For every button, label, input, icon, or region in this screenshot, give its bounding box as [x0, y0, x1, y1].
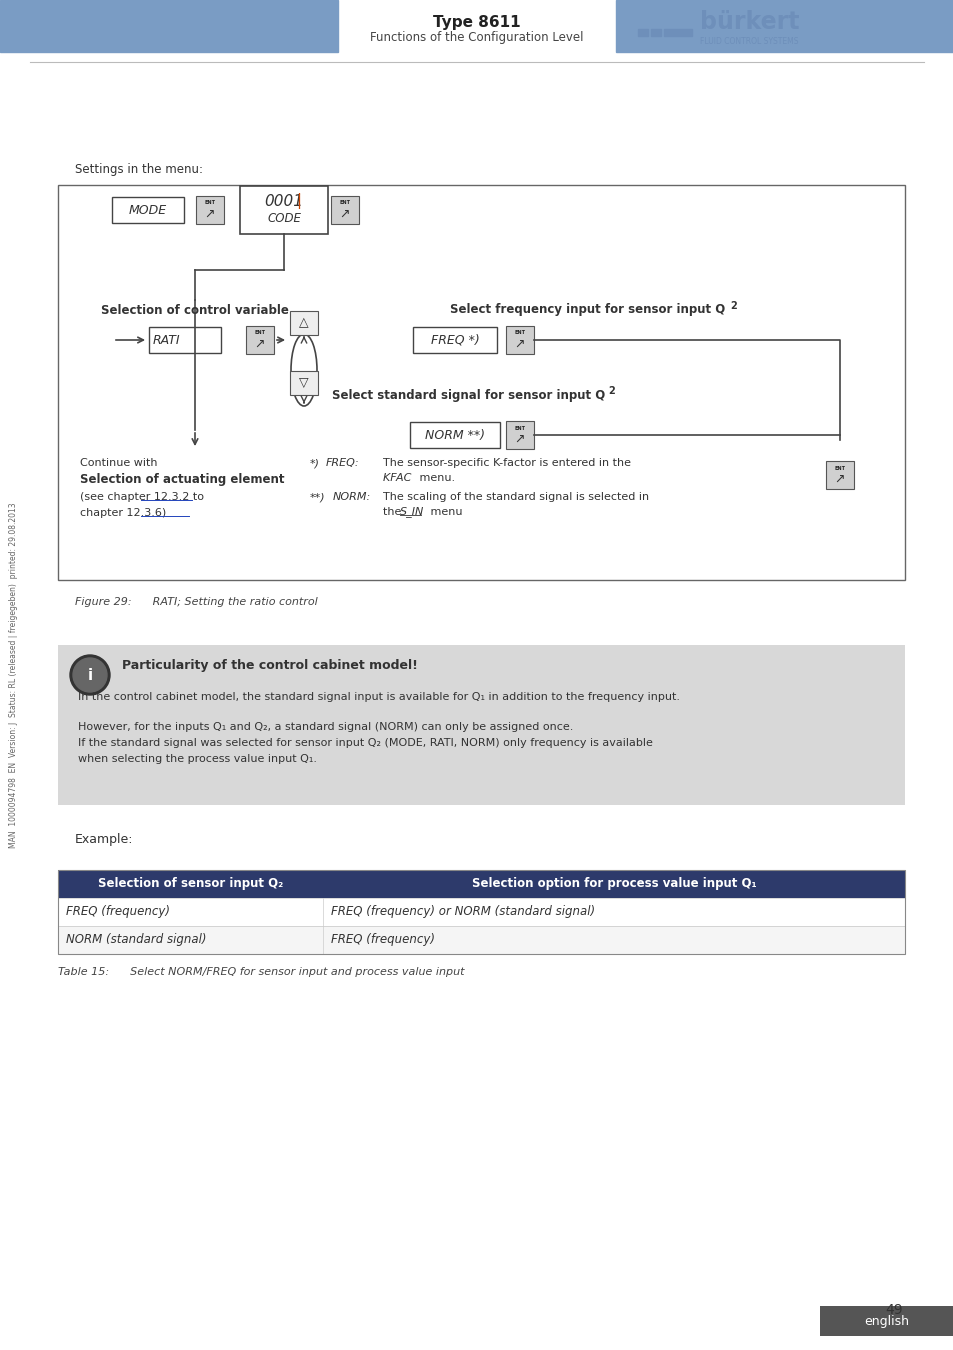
Text: FREQ (frequency) or NORM (standard signal): FREQ (frequency) or NORM (standard signa… — [331, 906, 595, 918]
Text: Type 8611: Type 8611 — [433, 15, 520, 30]
Text: FREQ (frequency): FREQ (frequency) — [66, 906, 170, 918]
Bar — [195, 196, 224, 224]
Text: |: | — [296, 193, 301, 209]
Text: KFAC: KFAC — [375, 472, 411, 483]
Text: The sensor-specific K-factor is entered in the: The sensor-specific K-factor is entered … — [375, 458, 630, 468]
Text: FREQ (frequency): FREQ (frequency) — [331, 933, 435, 946]
Bar — [663, 28, 691, 36]
Bar — [58, 926, 904, 954]
Text: the: the — [375, 508, 404, 517]
Text: (see chapter 12.3.2 to: (see chapter 12.3.2 to — [80, 491, 204, 502]
Text: FLUID CONTROL SYSTEMS: FLUID CONTROL SYSTEMS — [700, 38, 798, 46]
Circle shape — [73, 657, 107, 693]
Text: ▽: ▽ — [299, 377, 309, 390]
Text: Functions of the Configuration Level: Functions of the Configuration Level — [370, 31, 583, 45]
Text: Settings in the menu:: Settings in the menu: — [75, 163, 203, 177]
Text: Select standard signal for sensor input Q: Select standard signal for sensor input … — [332, 389, 604, 401]
Text: NORM **): NORM **) — [424, 428, 484, 441]
Text: ENT: ENT — [254, 331, 265, 336]
Bar — [58, 898, 904, 926]
Text: S_IN: S_IN — [399, 506, 424, 517]
Text: ↗: ↗ — [515, 432, 525, 446]
Bar — [505, 325, 534, 354]
Text: Example:: Example: — [75, 833, 133, 846]
Text: ↗: ↗ — [515, 338, 525, 351]
Text: Select frequency input for sensor input Q: Select frequency input for sensor input … — [450, 304, 724, 316]
Text: ENT: ENT — [339, 201, 350, 205]
Bar — [413, 327, 497, 352]
Text: Table 15:      Select NORM/FREQ for sensor input and process value input: Table 15: Select NORM/FREQ for sensor in… — [58, 967, 464, 977]
Text: ↗: ↗ — [834, 472, 844, 486]
Bar — [0, 0, 337, 53]
Text: FREQ:: FREQ: — [326, 458, 359, 468]
Text: △: △ — [299, 316, 309, 329]
Bar — [58, 185, 904, 580]
Bar — [290, 371, 317, 396]
Text: Continue with: Continue with — [80, 458, 157, 468]
Text: 2: 2 — [607, 386, 614, 396]
Text: i: i — [88, 667, 92, 683]
Text: The scaling of the standard signal is selected in: The scaling of the standard signal is se… — [375, 491, 648, 502]
Text: ↗: ↗ — [339, 208, 350, 220]
Bar — [240, 186, 328, 234]
Text: **): **) — [310, 491, 325, 502]
Text: MAN  1000094798  EN  Version: J  Status: RL (released | freigegeben)  printed: 2: MAN 1000094798 EN Version: J Status: RL … — [10, 502, 18, 848]
Bar — [246, 325, 274, 354]
Text: Figure 29:      RATI; Setting the ratio control: Figure 29: RATI; Setting the ratio contr… — [75, 597, 317, 608]
Bar — [58, 645, 904, 805]
Bar — [149, 327, 221, 352]
Circle shape — [70, 655, 110, 695]
Text: ENT: ENT — [834, 466, 844, 471]
Bar — [331, 196, 358, 224]
Bar — [650, 28, 660, 36]
Bar — [58, 869, 904, 898]
Text: ENT: ENT — [204, 201, 215, 205]
Text: In the control cabinet model, the standard signal input is available for Q₁ in a: In the control cabinet model, the standa… — [78, 693, 679, 702]
Text: Selection of sensor input Q₂: Selection of sensor input Q₂ — [98, 878, 283, 891]
Text: ENT: ENT — [514, 425, 525, 431]
Text: NORM (standard signal): NORM (standard signal) — [66, 933, 206, 946]
Text: NORM:: NORM: — [333, 491, 371, 502]
Text: 2: 2 — [729, 301, 736, 310]
Bar — [820, 1305, 953, 1336]
Text: bürkert: bürkert — [700, 9, 799, 34]
Text: when selecting the process value input Q₁.: when selecting the process value input Q… — [78, 755, 316, 764]
Bar — [58, 869, 904, 954]
Text: RATI: RATI — [152, 333, 180, 347]
Text: 49: 49 — [884, 1303, 902, 1318]
Text: *): *) — [310, 458, 319, 468]
Text: menu: menu — [427, 508, 462, 517]
Text: FREQ *): FREQ *) — [430, 333, 478, 347]
Text: Particularity of the control cabinet model!: Particularity of the control cabinet mod… — [122, 659, 417, 671]
Bar — [616, 0, 953, 53]
Text: However, for the inputs Q₁ and Q₂, a standard signal (NORM) can only be assigned: However, for the inputs Q₁ and Q₂, a sta… — [78, 722, 573, 732]
Text: ENT: ENT — [514, 331, 525, 336]
Text: MODE: MODE — [129, 204, 167, 216]
Text: Selection of control variable: Selection of control variable — [101, 304, 289, 316]
Text: ↗: ↗ — [205, 208, 215, 220]
Text: Selection option for process value input Q₁: Selection option for process value input… — [471, 878, 756, 891]
Text: 0001: 0001 — [264, 194, 303, 209]
Bar — [290, 310, 317, 335]
Text: Selection of actuating element: Selection of actuating element — [80, 472, 284, 486]
Bar — [505, 421, 534, 450]
Text: english: english — [863, 1315, 908, 1327]
Bar — [112, 197, 184, 223]
Bar — [638, 28, 647, 36]
Bar — [825, 460, 853, 489]
Text: If the standard signal was selected for sensor input Q₂ (MODE, RATI, NORM) only : If the standard signal was selected for … — [78, 738, 652, 748]
Text: CODE: CODE — [267, 212, 300, 225]
Text: ↗: ↗ — [254, 338, 265, 351]
Text: menu.: menu. — [416, 472, 455, 483]
Bar — [410, 423, 499, 448]
Text: chapter 12.3.6): chapter 12.3.6) — [80, 508, 166, 518]
